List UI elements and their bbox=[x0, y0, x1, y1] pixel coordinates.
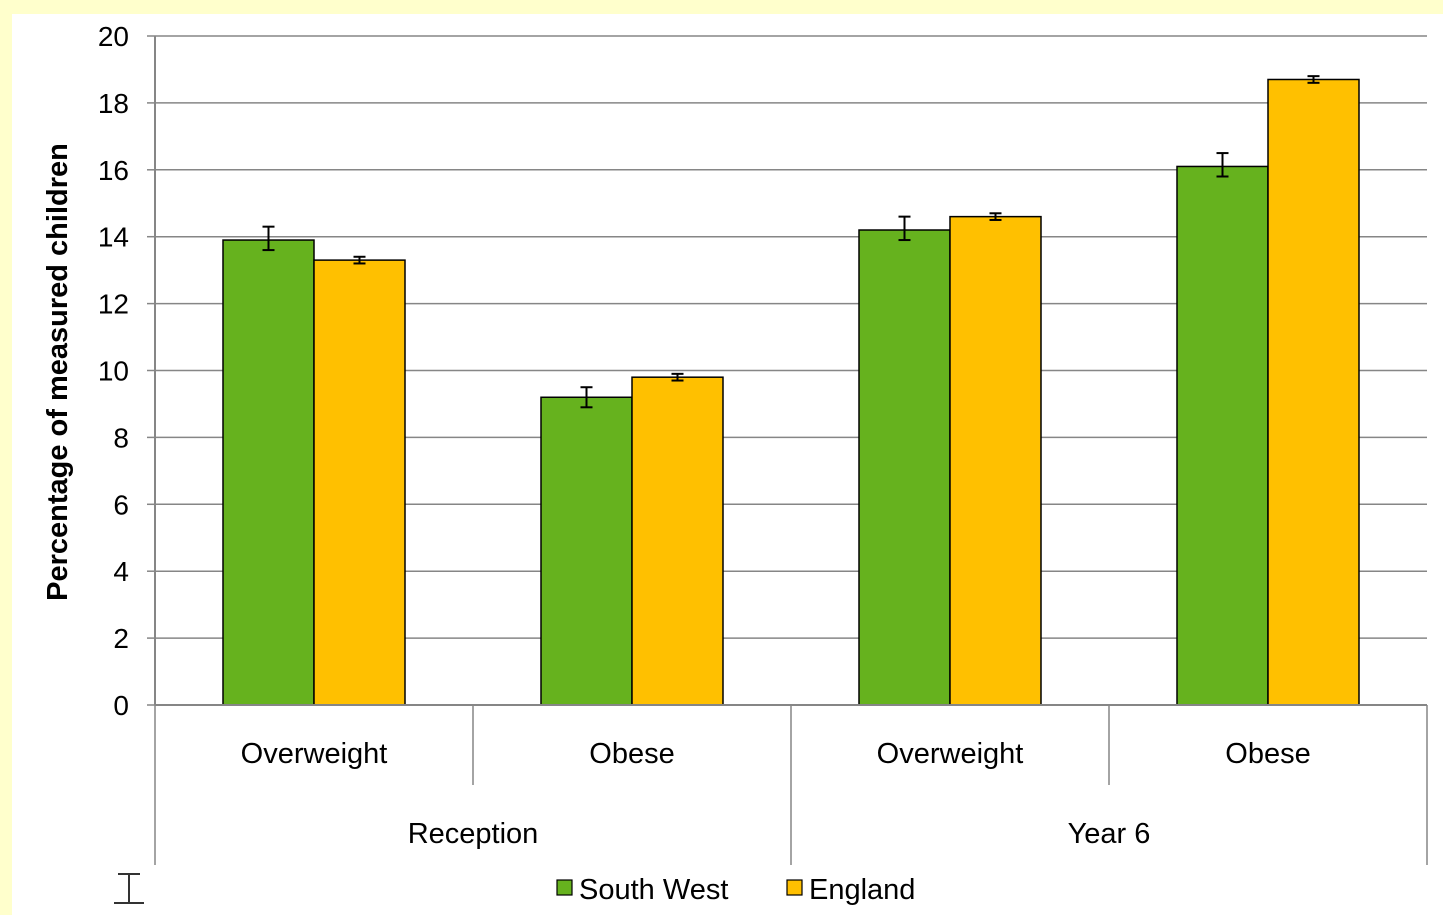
error-bar-england-1 bbox=[671, 372, 684, 382]
y-tick-label-20: 20 bbox=[98, 21, 129, 52]
x-group-label-year-6: Year 6 bbox=[1068, 818, 1151, 850]
bar-south-west-3 bbox=[1176, 165, 1269, 706]
error-bars bbox=[262, 75, 1320, 409]
y-tick-label-10: 10 bbox=[98, 356, 129, 387]
y-tick-label-6: 6 bbox=[113, 489, 129, 520]
y-tick-label-12: 12 bbox=[98, 289, 129, 320]
bar-england-0 bbox=[313, 259, 406, 706]
y-tick-label-0: 0 bbox=[113, 690, 129, 721]
y-tick-labels: 0 2 4 6 8 10 12 14 16 18 20 bbox=[98, 21, 129, 721]
legend-item-england: England bbox=[786, 874, 915, 906]
error-bar-south-west-1 bbox=[580, 386, 593, 409]
error-bar-south-west-3 bbox=[1216, 152, 1229, 178]
y-tick-label-4: 4 bbox=[113, 556, 129, 587]
text-cursor-icon bbox=[114, 873, 144, 904]
y-tick-label-8: 8 bbox=[113, 422, 129, 453]
y-axis-title: Percentage of measured children bbox=[42, 143, 74, 601]
legend: South West England bbox=[556, 874, 915, 906]
bar-chart: 0 2 4 6 8 10 12 14 16 18 20 Overweight Obese Recepti… bbox=[42, 21, 1428, 906]
y-tick-label-16: 16 bbox=[98, 155, 129, 186]
bar-england-3 bbox=[1267, 78, 1360, 706]
legend-swatch-england bbox=[786, 879, 803, 896]
legend-swatch-south-west bbox=[556, 879, 573, 896]
x-category-label-overweight-0: Overweight bbox=[241, 738, 388, 770]
bar-england-1 bbox=[631, 376, 724, 706]
error-bar-england-0 bbox=[353, 255, 366, 265]
bar-south-west-0 bbox=[222, 239, 315, 706]
x-category-label-overweight-2: Overweight bbox=[877, 738, 1024, 770]
error-bar-england-3 bbox=[1307, 75, 1320, 84]
legend-label-south-west: South West bbox=[579, 874, 728, 906]
bars bbox=[222, 78, 1360, 706]
bar-south-west-1 bbox=[540, 396, 633, 706]
bar-south-west-2 bbox=[858, 229, 951, 706]
y-tick-label-18: 18 bbox=[98, 88, 129, 119]
error-bar-south-west-2 bbox=[898, 215, 911, 242]
x-category-label-obese-1: Obese bbox=[589, 738, 674, 770]
chart-area: 0 2 4 6 8 10 12 14 16 18 20 Overweight Obese Recepti… bbox=[12, 14, 1443, 915]
bar-england-2 bbox=[949, 215, 1042, 706]
legend-label-england: England bbox=[809, 874, 915, 906]
x-category-label-obese-3: Obese bbox=[1225, 738, 1310, 770]
x-group-label-reception: Reception bbox=[408, 818, 539, 850]
error-bar-south-west-0 bbox=[262, 225, 275, 252]
y-tick-label-2: 2 bbox=[113, 623, 129, 654]
error-bar-england-2 bbox=[989, 212, 1002, 221]
legend-item-south-west: South West bbox=[556, 874, 728, 906]
x-category-labels: Overweight Obese Reception Overweight Obese Y… bbox=[154, 705, 1428, 865]
y-tick-label-14: 14 bbox=[98, 222, 129, 253]
